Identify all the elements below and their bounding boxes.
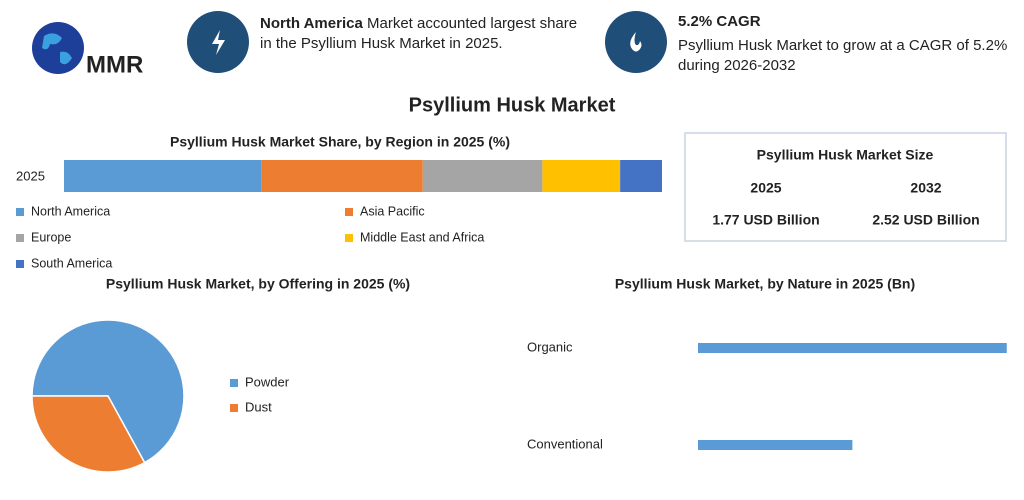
legend-swatch [16,208,24,216]
legend-swatch [345,208,353,216]
y-tick-label: Conventional [527,436,603,451]
logo-land [42,33,72,65]
icon-bolt [212,30,225,55]
legend-swatch [16,260,24,268]
bar-segment [422,160,543,192]
legend-label: South America [31,256,112,270]
legend-label: Powder [245,374,290,389]
legend-label: Asia Pacific [360,204,425,218]
bar [698,440,853,450]
size-year: 2025 [750,180,781,196]
legend-swatch [345,234,353,242]
header-bold: 5.2% CAGR [678,13,761,30]
chart-title: Psyllium Husk Market, by Nature in 2025 … [615,276,915,292]
y-tick-label: Organic [527,339,573,354]
logo-text: MMR [86,51,143,78]
chart-title: Psyllium Husk Market Share, by Region in… [170,134,510,150]
chart-title: Psyllium Husk Market, by Offering in 202… [106,276,410,292]
legend-label: Europe [31,230,71,244]
y-tick-label: 2025 [16,168,45,183]
size-value: 2.52 USD Billion [872,212,979,228]
size-year: 2032 [910,180,941,196]
legend-label: Dust [245,399,272,414]
bar-segment [620,160,662,192]
size-value: 1.77 USD Billion [712,212,819,228]
header-note: 5.2% CAGR Psyllium Husk Market to grow at… [678,12,1018,76]
bar-segment [542,160,621,192]
header-note: North America Market accounted largest s… [260,14,580,54]
size-title: Psyllium Husk Market Size [757,147,934,163]
logo: MMR [32,22,143,78]
icon-circle [605,11,667,73]
legend-label: North America [31,204,110,218]
legend-label: Middle East and Africa [360,230,484,244]
pie-slice [31,395,146,473]
icon-drop [630,32,642,52]
header-text: Market accounted largest share in the Ps… [260,15,578,52]
logo-globe [32,22,84,74]
legend-swatch [230,404,238,412]
bar-segment [261,160,423,192]
legend-swatch [230,379,238,387]
main-title: Psyllium Husk Market [409,94,616,116]
bar-segment [64,160,262,192]
size-box [684,132,1007,242]
header-text: Psyllium Husk Market to grow at a CAGR o… [678,37,1008,74]
bar [698,343,1007,353]
header-bold: North America [260,15,363,32]
pie-slice [31,319,185,464]
legend-swatch [16,234,24,242]
